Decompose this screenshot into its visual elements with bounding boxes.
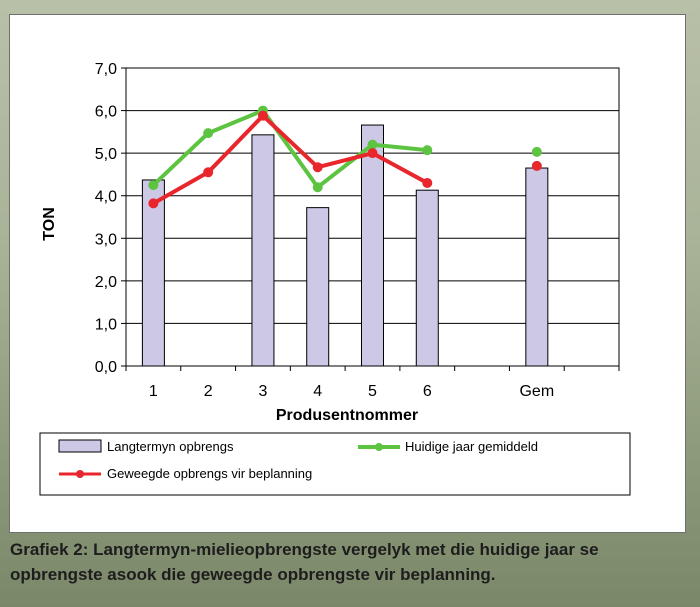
legend: Langtermyn opbrengs Huidige jaar gemidde… <box>39 432 631 496</box>
bar-layer <box>141 124 549 367</box>
legend-swatch-bar <box>58 439 102 453</box>
legend-swatch-red-marker <box>76 470 84 478</box>
x-tick-label-4: 5 <box>368 383 377 400</box>
point-green-1 <box>203 128 214 139</box>
bar-7 <box>525 167 549 367</box>
legend-label-green: Huidige jaar gemiddeld <box>405 439 538 454</box>
chart-caption: Grafiek 2: Langtermyn-mielieopbrengste v… <box>10 540 599 584</box>
x-tick-label-2: 3 <box>258 383 267 400</box>
point-green-4 <box>367 139 378 150</box>
point-green-3 <box>312 182 323 193</box>
line-green-segment-0 <box>152 108 428 190</box>
legend-label-red: Geweegde opbrengs vir beplanning <box>107 466 312 481</box>
chart-panel: 0,0 1,0 2,0 3,0 4,0 5,0 6,0 7,0 1 2 3 4 5 6 Gem TON Pr… <box>9 14 686 533</box>
y-tick-label-0: 0,0 <box>95 359 117 376</box>
point-green-5 <box>422 145 433 156</box>
line-red-segment-0 <box>152 113 429 206</box>
y-tick-label-6: 6,0 <box>95 104 117 121</box>
y-axis-title: TON <box>41 207 58 240</box>
bar-5 <box>415 189 439 367</box>
point-red-2 <box>257 110 268 121</box>
x-tick-label-3: 4 <box>313 383 322 400</box>
point-red-5 <box>422 177 433 188</box>
bar-3 <box>306 207 330 367</box>
x-axis-title: Produsentnommer <box>276 407 418 424</box>
point-red-3 <box>312 162 323 173</box>
bar-0 <box>141 179 165 367</box>
legend-label-bar: Langtermyn opbrengs <box>107 439 234 454</box>
x-tick-label-5: 6 <box>423 383 432 400</box>
y-tick-label-1: 1,0 <box>95 316 117 333</box>
point-red-1 <box>203 167 214 178</box>
y-tick-label-3: 3,0 <box>95 231 117 248</box>
point-red-4 <box>367 148 378 159</box>
bar-2 <box>251 134 275 367</box>
point-red-7 <box>531 160 542 171</box>
axis-layer: 0,0 1,0 2,0 3,0 4,0 5,0 6,0 7,0 1 2 3 4 5 6 Gem <box>95 61 620 400</box>
chart-svg: 0,0 1,0 2,0 3,0 4,0 5,0 6,0 7,0 1 2 3 4 5 6 Gem TON Pr… <box>39 61 631 496</box>
x-tick-label-0: 1 <box>149 383 158 400</box>
bar-4 <box>361 124 384 367</box>
legend-box <box>39 432 631 496</box>
point-red-0 <box>148 198 159 209</box>
y-tick-label-5: 5,0 <box>95 146 117 163</box>
point-green-0 <box>148 180 159 191</box>
x-tick-label-7: Gem <box>519 383 554 400</box>
y-tick-label-4: 4,0 <box>95 189 117 206</box>
legend-swatch-green-marker <box>375 443 383 451</box>
x-tick-label-1: 2 <box>204 383 213 400</box>
y-tick-label-7: 7,0 <box>95 61 117 78</box>
point-green-7 <box>531 146 542 157</box>
y-tick-label-2: 2,0 <box>95 274 117 291</box>
line-layer <box>148 105 542 209</box>
